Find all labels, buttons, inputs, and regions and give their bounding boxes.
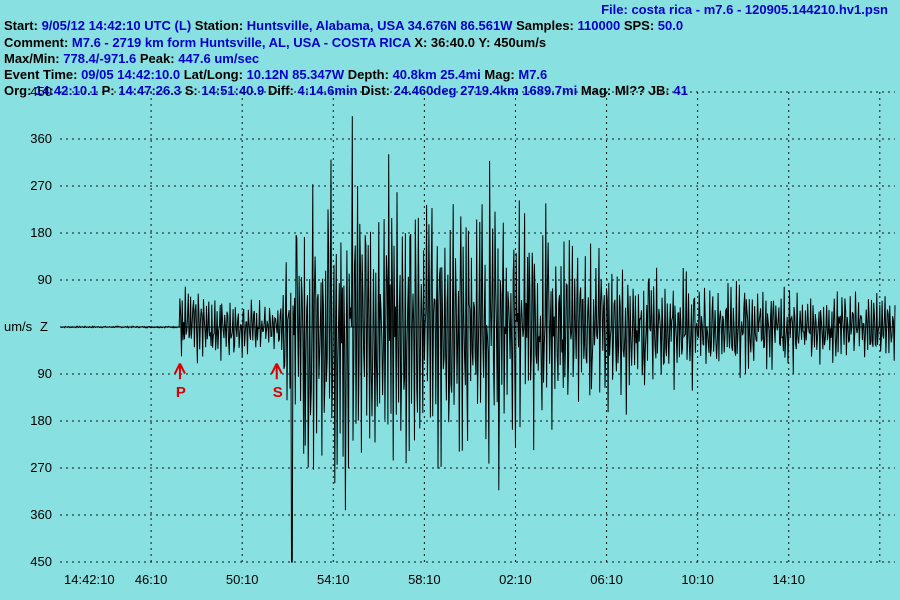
hdr-3: Max/Min: 778.4/-971.6 Peak: 447.6 um/sec — [4, 51, 896, 67]
svg-text:06:10: 06:10 — [590, 572, 623, 587]
svg-text:14:42:10: 14:42:10 — [64, 572, 115, 587]
svg-text:Z: Z — [40, 319, 48, 334]
svg-text:360: 360 — [30, 131, 52, 146]
svg-text:58:10: 58:10 — [408, 572, 441, 587]
svg-text:54:10: 54:10 — [317, 572, 350, 587]
svg-text:14:10: 14:10 — [772, 572, 805, 587]
svg-text:180: 180 — [30, 225, 52, 240]
svg-text:450: 450 — [30, 84, 52, 99]
hdr-2: Comment: M7.6 - 2719 km form Huntsville,… — [4, 35, 896, 51]
svg-text:450: 450 — [30, 554, 52, 569]
svg-text:P: P — [176, 384, 186, 401]
hdr-4: Event Time: 09/05 14:42:10.0 Lat/Long: 1… — [4, 67, 896, 83]
svg-text:46:10: 46:10 — [135, 572, 168, 587]
svg-text:360: 360 — [30, 507, 52, 522]
svg-text:270: 270 — [30, 460, 52, 475]
file-line: File: costa rica - m7.6 - 120905.144210.… — [4, 2, 896, 18]
hdr-1: Start: 9/05/12 14:42:10 UTC (L) Station:… — [4, 18, 896, 34]
svg-text:02:10: 02:10 — [499, 572, 532, 587]
seismogram-chart: 450 360 270 180 90 90 180 270 360 450 14:42:10 46:1… — [0, 82, 900, 600]
svg-text:S: S — [273, 384, 283, 401]
svg-text:um/s: um/s — [4, 319, 33, 334]
svg-text:90: 90 — [38, 366, 52, 381]
svg-text:10:10: 10:10 — [681, 572, 714, 587]
svg-text:50:10: 50:10 — [226, 572, 259, 587]
svg-text:270: 270 — [30, 178, 52, 193]
svg-text:180: 180 — [30, 413, 52, 428]
svg-text:90: 90 — [38, 272, 52, 287]
